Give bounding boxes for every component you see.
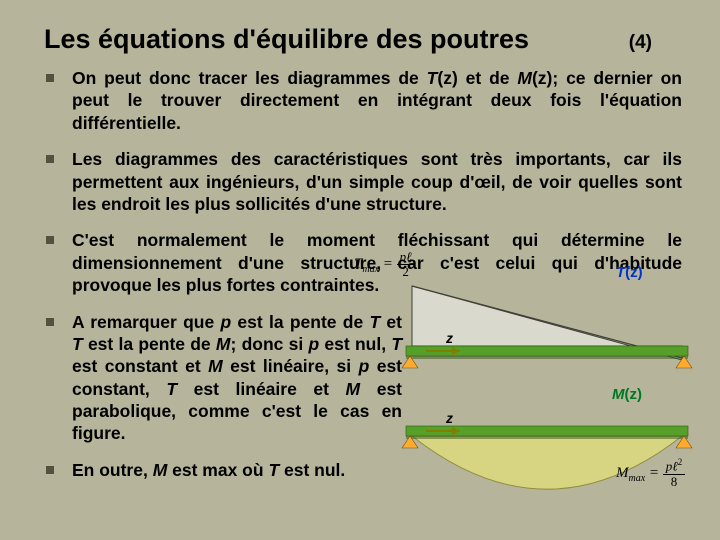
bullet-5: En outre, M est max où T est nul. [44, 459, 402, 481]
formula-Tmax: Tmax = pℓ2 [354, 250, 415, 280]
z-label-1: z [446, 330, 453, 346]
beam-diagram: Tmax = pℓ2 T(z) M(z) z z Mmax = pℓ28 [390, 258, 702, 514]
label-Mz: M(z) [612, 386, 642, 403]
title-row: Les équations d'équilibre des poutres (4… [44, 24, 682, 55]
bullet-4: A remarquer que p est la pente de T et T… [44, 311, 402, 445]
slide-number: (4) [629, 32, 652, 54]
slide-title: Les équations d'équilibre des poutres [44, 24, 529, 55]
label-Tz: T(z) [616, 264, 643, 281]
z-label-2: z [446, 410, 453, 426]
slide: Les équations d'équilibre des poutres (4… [0, 0, 720, 540]
bullet-1: On peut donc tracer les diagrammes de T(… [44, 67, 682, 134]
bullet-2: Les diagrammes des caractéristiques sont… [44, 148, 682, 215]
formula-Mmax: Mmax = pℓ28 [616, 458, 685, 489]
